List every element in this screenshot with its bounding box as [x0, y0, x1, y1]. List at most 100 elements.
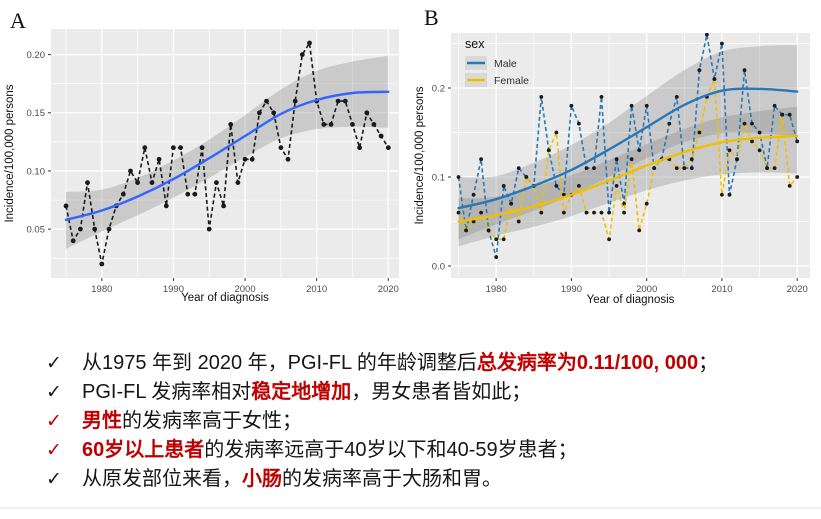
data-point-Female: [674, 166, 679, 171]
data-point-Female: [735, 157, 739, 162]
check-icon: ✓: [46, 353, 62, 374]
panel-background: [51, 29, 399, 278]
y-tick-label: 0.1: [432, 172, 445, 183]
data-point-observed: [178, 145, 184, 151]
data-point-observed: [128, 168, 133, 174]
bullet-item: ✓ 60岁以上患者的发病率远高于40岁以下和40-59岁患者；: [46, 436, 811, 465]
panel-label-a: A: [10, 8, 26, 33]
y-tick-label: 0.05: [27, 224, 46, 235]
data-point-Male: [456, 175, 461, 179]
data-point-Male: [667, 121, 672, 126]
data-point-Male: [772, 103, 777, 108]
confidence-band-trend: [66, 55, 389, 249]
x-tick-label: 2000: [234, 284, 255, 295]
data-point-Female: [780, 112, 785, 117]
bullet-text-segment: 从原发部位来看，: [82, 468, 242, 490]
data-point-Female: [584, 210, 589, 215]
check-icon: ✓: [46, 382, 62, 403]
data-point-observed: [242, 156, 248, 162]
data-point-observed: [328, 122, 334, 127]
data-point-Female: [456, 210, 461, 215]
bullet-text-segment: ，男女患者皆如此；: [351, 381, 532, 403]
data-line-observed: [65, 40, 389, 265]
y-tick-label: 0.10: [27, 166, 46, 177]
y-axis-title: Incidence/100,000 persons: [414, 86, 426, 224]
data-point-observed: [214, 180, 219, 186]
bullet-text-segment: ；: [698, 352, 719, 374]
data-point-observed: [357, 145, 362, 151]
data-point-observed: [307, 40, 312, 46]
data-point-observed: [206, 226, 212, 232]
data-point-observed: [278, 145, 284, 151]
bullet-text-segment: 的发病率远高于40岁以下和40-59岁患者；: [204, 439, 578, 461]
data-point-Female: [652, 166, 657, 171]
data-point-Female: [614, 184, 619, 188]
data-point-observed: [120, 191, 126, 197]
data-point-Female: [592, 210, 596, 215]
panel-background: [451, 33, 810, 278]
data-point-Female: [750, 139, 754, 144]
bullet-text: PGI-FL 发病率相对稳定地增加，男女患者皆如此；: [82, 378, 811, 407]
x-axis-title: Year of diagnosis: [181, 292, 269, 304]
data-point-Female: [516, 219, 521, 224]
data-point-Male: [592, 166, 596, 171]
data-point-Female: [494, 237, 499, 242]
bullet-item: ✓ 从原发部位来看，小肠的发病率高于大肠和胃。: [46, 465, 811, 494]
check-icon: ✓: [46, 440, 62, 461]
data-point-Female: [607, 237, 611, 242]
data-point-observed: [257, 110, 262, 116]
data-point-Male: [697, 68, 702, 73]
bullet-text-emphasis: 稳定地增加: [251, 381, 352, 403]
data-point-Male: [795, 139, 800, 144]
data-point-Female: [727, 148, 732, 153]
data-point-Female: [772, 166, 777, 171]
data-point-Male: [689, 166, 694, 171]
data-point-Male: [501, 184, 506, 188]
data-point-Female: [524, 175, 529, 179]
data-point-observed: [185, 191, 191, 197]
data-point-observed: [299, 52, 305, 57]
y-tick-label: 0.0: [432, 261, 445, 272]
data-point-Male: [644, 103, 649, 108]
x-axis-title: Year of diagnosis: [587, 294, 675, 306]
data-point-observed: [99, 261, 105, 267]
check-icon: ✓: [46, 411, 62, 432]
chart-a-svg: 1980 1990 2000 2010 2020 0.05 0.10 0.15 0.20 Year…: [4, 29, 399, 304]
data-point-Female: [787, 184, 792, 188]
data-point-Male: [629, 103, 634, 108]
data-point-Female: [720, 192, 724, 197]
data-point-observed: [92, 226, 98, 232]
data-point-Male: [599, 95, 604, 99]
y-axis-title: Incidence/100,000 persons: [4, 84, 16, 222]
data-point-observed: [292, 98, 298, 104]
panel-label-b: B: [424, 5, 439, 30]
bullet-text: 从原发部位来看，小肠的发病率高于大肠和胃。: [82, 465, 811, 494]
plot-layer: [63, 40, 391, 267]
data-point-Female: [464, 228, 468, 233]
x-tick-label: 1980: [91, 284, 112, 295]
bullet-text-emphasis: 小肠: [242, 468, 282, 490]
data-point-Male: [720, 41, 724, 46]
data-point-Male: [614, 157, 619, 162]
data-point-Female: [471, 219, 476, 224]
bottom-divider: [0, 507, 821, 509]
bullet-text: 60岁以上患者的发病率远高于40岁以下和40-59岁患者；: [82, 436, 811, 465]
data-point-observed: [78, 226, 83, 232]
data-point-Male: [479, 157, 483, 162]
data-point-observed: [192, 191, 198, 197]
data-point-Female: [486, 228, 491, 233]
data-point-observed: [156, 156, 162, 162]
data-point-Male: [705, 33, 709, 37]
data-point-observed: [142, 145, 148, 151]
data-point-observed: [163, 203, 169, 209]
bullet-text: 男性的发病率高于女性；: [82, 407, 811, 436]
bullet-text-emphasis: 男性: [82, 410, 122, 432]
data-point-Female: [622, 210, 626, 215]
data-point-Female: [599, 210, 604, 215]
data-point-Female: [554, 130, 559, 135]
data-point-Female: [682, 166, 687, 171]
data-point-observed: [106, 226, 112, 232]
data-point-Male: [471, 192, 476, 197]
bullet-text-segment: 的发病率高于大肠和胃。: [282, 468, 502, 490]
data-point-Male: [539, 95, 544, 99]
